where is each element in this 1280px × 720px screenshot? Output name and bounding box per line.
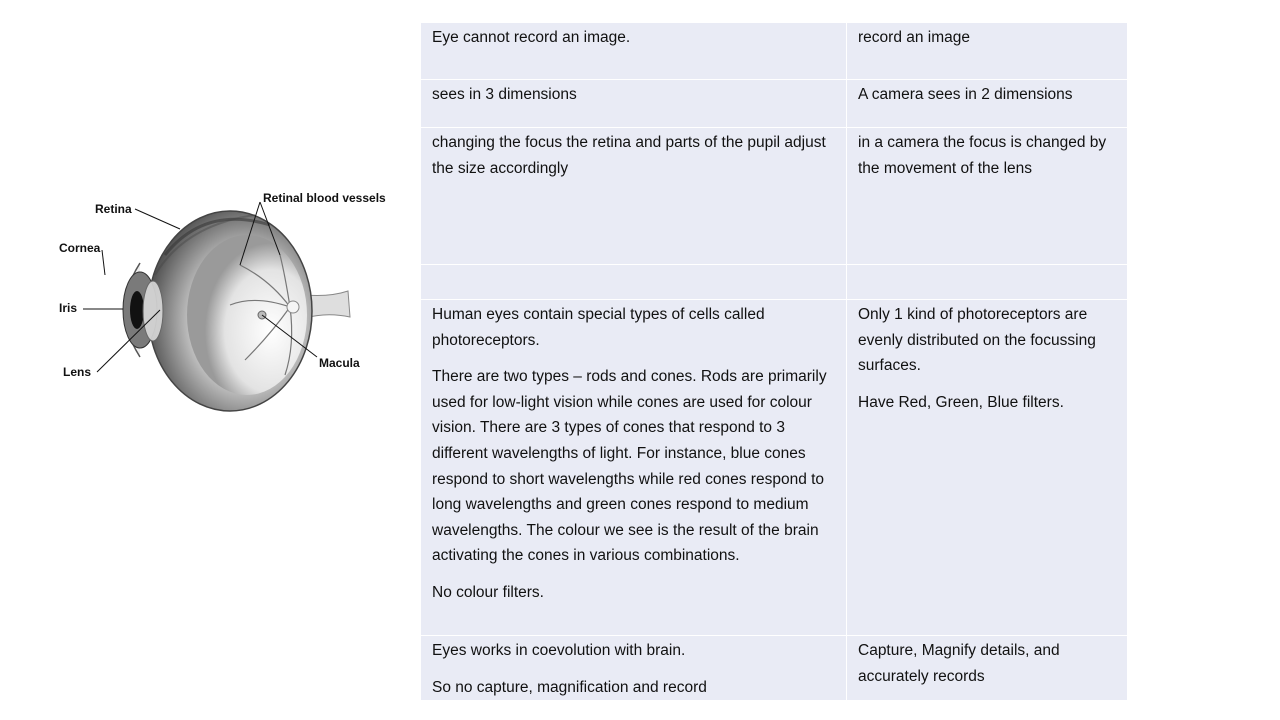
label-lens: Lens bbox=[63, 365, 91, 379]
cell-paragraph: Capture, Magnify details, and accurately… bbox=[858, 642, 1060, 685]
eye-cell bbox=[420, 264, 847, 300]
table-row: Eye cannot record an image. record an im… bbox=[420, 22, 1128, 80]
table-row: Human eyes contain special types of cell… bbox=[420, 299, 1128, 636]
cell-paragraph: record an image bbox=[858, 29, 971, 46]
table-row: sees in 3 dimensions A camera sees in 2 … bbox=[420, 79, 1128, 128]
label-iris: Iris bbox=[59, 301, 77, 315]
eye-cell: changing the focus the retina and parts … bbox=[420, 127, 847, 265]
cell-paragraph: So no capture, magnification and record bbox=[432, 678, 707, 696]
eye-cell: Eyes works in coevolution with brain. So… bbox=[420, 634, 847, 702]
eye-vs-camera-table: Eye cannot record an image. record an im… bbox=[420, 22, 1128, 702]
lens bbox=[142, 280, 164, 342]
eye-cell: Eye cannot record an image. bbox=[420, 22, 847, 80]
cell-paragraph: Eyes works in coevolution with brain. bbox=[432, 642, 686, 659]
cell-paragraph: sees in 3 dimensions bbox=[432, 86, 577, 103]
pupil bbox=[130, 291, 144, 329]
cell-paragraph: Human eyes contain special types of cell… bbox=[432, 306, 765, 349]
eye-cell: Human eyes contain special types of cell… bbox=[420, 299, 847, 636]
label-retinal-blood-vessels: Retinal blood vessels bbox=[263, 191, 386, 205]
camera-cell: A camera sees in 2 dimensions bbox=[846, 79, 1128, 128]
table-row: changing the focus the retina and parts … bbox=[420, 127, 1128, 265]
leader-lines bbox=[83, 201, 318, 373]
camera-cell: in a camera the focus is changed by the … bbox=[846, 127, 1128, 265]
table-row: Eyes works in coevolution with brain. So… bbox=[420, 634, 1128, 702]
label-macula: Macula bbox=[319, 356, 360, 370]
retina-surface bbox=[187, 235, 307, 395]
label-retina: Retina bbox=[95, 202, 132, 216]
cell-paragraph: Eye cannot record an image. bbox=[432, 29, 631, 46]
eye-cell: sees in 3 dimensions bbox=[420, 79, 847, 128]
cell-paragraph: Only 1 kind of photoreceptors are evenly… bbox=[858, 306, 1096, 375]
optic-nerve bbox=[304, 290, 351, 319]
camera-cell: Capture, Magnify details, and accurately… bbox=[846, 634, 1128, 702]
label-cornea: Cornea bbox=[59, 241, 101, 255]
table-row bbox=[420, 264, 1128, 300]
cell-paragraph: Have Red, Green, Blue filters. bbox=[858, 393, 1064, 411]
optic-disc bbox=[286, 300, 300, 314]
cell-paragraph: There are two types – rods and cones. Ro… bbox=[432, 368, 827, 565]
cell-paragraph: in a camera the focus is changed by the … bbox=[858, 134, 1107, 177]
cell-paragraph: changing the focus the retina and parts … bbox=[432, 134, 826, 177]
cell-paragraph: No colour filters. bbox=[432, 583, 544, 601]
sclera-shading bbox=[163, 217, 271, 256]
cell-paragraph: A camera sees in 2 dimensions bbox=[858, 86, 1073, 103]
eye-anatomy-diagram: Retina Retinal blood vessels Cornea Iris… bbox=[59, 191, 386, 412]
camera-cell: Only 1 kind of photoreceptors are evenly… bbox=[846, 299, 1128, 636]
camera-cell: record an image bbox=[846, 22, 1128, 80]
camera-cell bbox=[846, 264, 1128, 300]
